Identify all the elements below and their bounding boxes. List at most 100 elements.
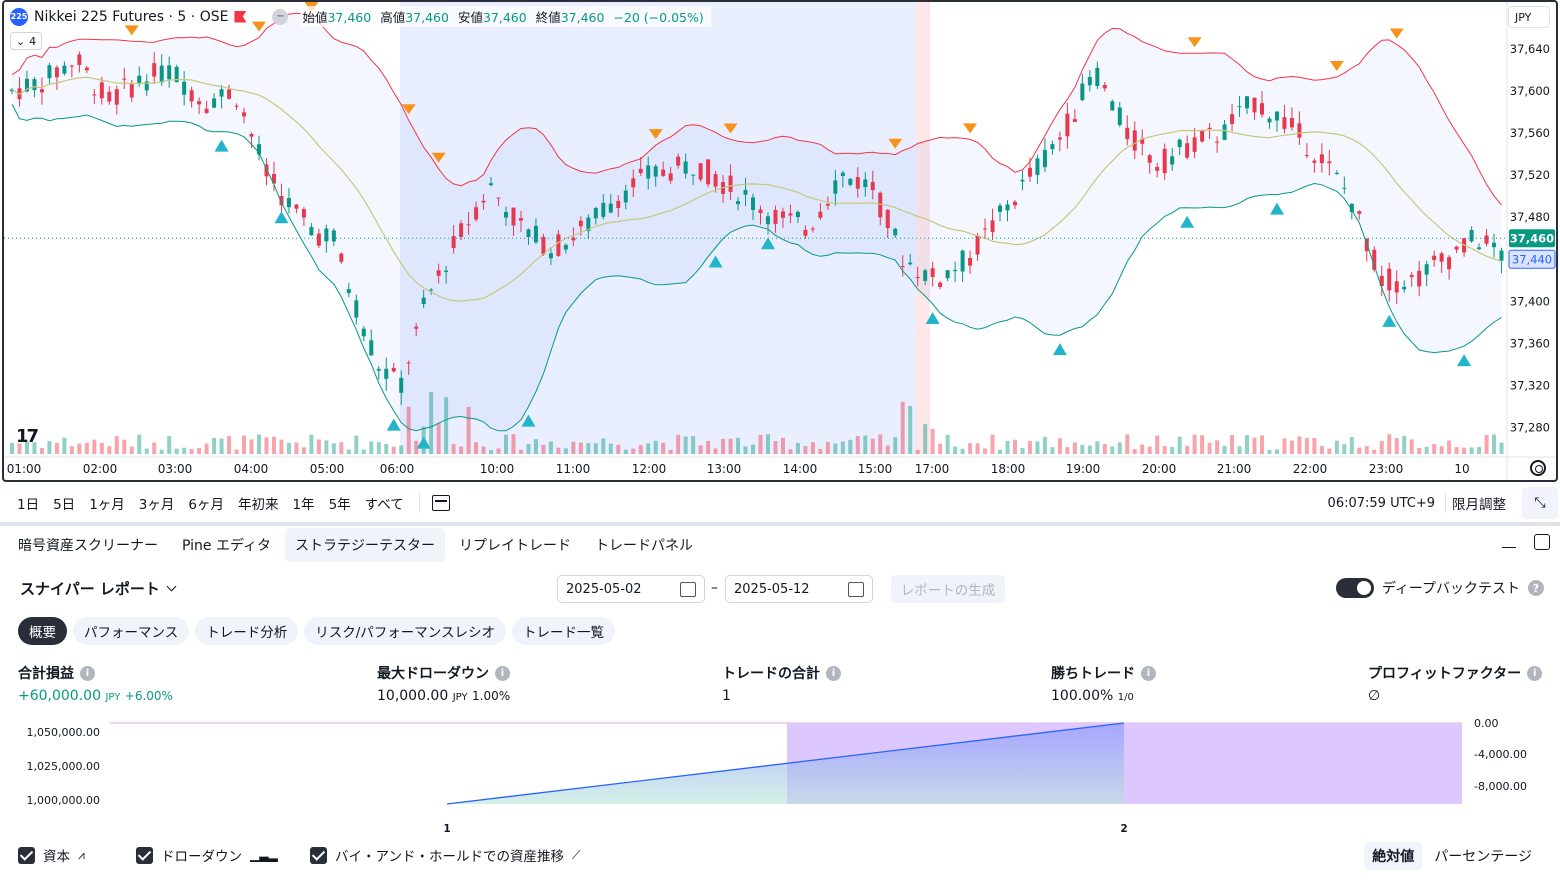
timeframe-1[interactable]: 5日: [53, 497, 76, 513]
clock[interactable]: 06:07:59 UTC+9: [1327, 495, 1435, 511]
absolute-button[interactable]: 絶対値: [1364, 842, 1423, 870]
maximize-icon[interactable]: [1534, 534, 1550, 550]
deep-backtest-toggle[interactable]: [1335, 578, 1374, 598]
panel-tab-2[interactable]: ストラテジーテスター: [284, 528, 445, 562]
equity-chart[interactable]: 1,050,000.00 1,025,000.00 1,000,000.00 0.00…: [0, 712, 1560, 838]
timeframe-0[interactable]: 1日: [17, 497, 40, 513]
calendar-icon[interactable]: [431, 495, 450, 511]
volume-bar: [713, 448, 718, 454]
trend-line-icon: ⟋: [571, 847, 581, 862]
candle-body: [361, 328, 366, 337]
checkbox-drawdown[interactable]: ドローダウン ▁▃▂: [136, 845, 278, 865]
checkbox-icon[interactable]: [310, 846, 327, 864]
candle-body: [908, 262, 913, 265]
currency-button[interactable]: JPY: [1508, 6, 1550, 28]
candle-body: [1147, 155, 1152, 163]
panel-tab-0[interactable]: 暗号資産スクリーナー: [18, 538, 158, 554]
volume-bar: [1274, 449, 1279, 454]
timeframe-6[interactable]: 1年: [292, 497, 315, 513]
checkbox-buy-hold[interactable]: バイ・アンド・ホールドでの資産推移 ⟋: [310, 845, 580, 865]
buy-signal-icon: [274, 211, 289, 224]
candle-body: [129, 84, 134, 98]
candle-body: [608, 203, 613, 213]
info-icon[interactable]: i: [495, 665, 510, 681]
checkbox-icon[interactable]: [136, 846, 153, 864]
candle-body: [189, 90, 194, 102]
info-icon[interactable]: i: [1141, 665, 1156, 681]
info-icon[interactable]: i: [826, 665, 841, 681]
volume-bar: [54, 442, 59, 454]
generate-report-button[interactable]: レポートの生成: [891, 575, 1005, 603]
help-icon[interactable]: ?: [1528, 580, 1544, 596]
volume-bar: [983, 448, 988, 454]
timeframe-3[interactable]: 3ヶ月: [138, 497, 175, 513]
volume-bar: [736, 437, 741, 454]
calendar-icon[interactable]: [848, 582, 864, 597]
tradingview-logo-icon[interactable]: 17: [16, 426, 39, 447]
panel-tab-4[interactable]: トレードパネル: [594, 538, 693, 554]
buy-signal-icon: [708, 255, 723, 268]
sub-tab-3[interactable]: リスク/パフォーマンスレシオ: [304, 617, 507, 645]
sub-tab-1[interactable]: パフォーマンス: [73, 617, 190, 645]
timeframe-right: 06:07:59 UTC+9 限月調整 ⤡: [1328, 484, 1560, 522]
candle-body: [1297, 123, 1302, 138]
date-from-field[interactable]: 2025-05-02: [557, 575, 705, 603]
candle-body: [1469, 230, 1474, 242]
checkbox-equity[interactable]: 資本 ⩘: [18, 845, 85, 865]
timeframe-5[interactable]: 年初来: [237, 497, 279, 513]
candle-body: [1237, 106, 1242, 108]
timeframe-list: 1日 5日 1ヶ月 3ヶ月 6ヶ月 年初来 1年 5年 すべて: [10, 493, 411, 513]
gear-icon[interactable]: [1530, 460, 1546, 476]
sub-tab-2[interactable]: トレード分析: [195, 617, 299, 645]
volume-bar: [706, 440, 711, 454]
minus-circle-icon[interactable]: −: [272, 8, 289, 25]
volume-bar: [511, 434, 516, 454]
volume-bar: [870, 438, 875, 454]
panel-divider[interactable]: [0, 522, 1560, 526]
volume-bar: [975, 443, 980, 454]
sub-tab-4[interactable]: トレード一覧: [512, 617, 616, 645]
volume-bar: [324, 440, 329, 454]
candle-body: [474, 207, 479, 220]
volume-bar: [301, 447, 306, 454]
candle-body: [1387, 268, 1392, 291]
timeframe-2[interactable]: 1ヶ月: [89, 497, 125, 513]
date-to-field[interactable]: 2025-05-12: [725, 575, 873, 603]
adjust-button[interactable]: 限月調整: [1445, 493, 1512, 513]
candle-body: [339, 253, 344, 262]
percentage-button[interactable]: パーセンテージ: [1434, 849, 1532, 865]
volume-bar: [1492, 434, 1497, 454]
timeframe-8[interactable]: すべて: [364, 497, 404, 513]
candle-body: [1185, 143, 1190, 158]
flag-icon[interactable]: [234, 10, 247, 23]
panel-tab-1[interactable]: Pine エディタ: [182, 538, 271, 554]
time-tick: 05:00: [310, 462, 345, 476]
report-title[interactable]: スナイパー レポート: [20, 578, 177, 599]
candle-body: [32, 79, 37, 91]
panel-tab-3[interactable]: リプレイトレード: [458, 538, 571, 554]
timeframe-4[interactable]: 6ヶ月: [188, 497, 224, 513]
volume-bar: [923, 424, 928, 454]
volume-bar: [765, 434, 770, 454]
symbol-title[interactable]: Nikkei 225 Futures · 5 · OSE: [34, 8, 229, 25]
sub-tab-0[interactable]: 概要: [18, 617, 67, 645]
candle-body: [1432, 255, 1437, 261]
indicator-collapse-button[interactable]: ⌄ 4: [10, 32, 42, 50]
candle-body: [765, 216, 770, 225]
checkbox-icon[interactable]: [18, 846, 35, 864]
candle-body: [376, 368, 381, 371]
candle-body: [197, 101, 202, 105]
chart-legend: 225 Nikkei 225 Futures · 5 · OSE − 始値37,…: [10, 6, 711, 27]
minimize-icon[interactable]: [1502, 534, 1516, 548]
chart-pane[interactable]: 37,640 37,600 37,560 37,520 37,480 37,440 37,4…: [2, 0, 1558, 482]
time-tick: 06:00: [380, 462, 415, 476]
time-tick: 19:00: [1066, 462, 1101, 476]
price-chart[interactable]: 37,640 37,600 37,560 37,520 37,480 37,440 37,4…: [4, 2, 1556, 480]
calendar-icon[interactable]: [680, 582, 696, 597]
buy-signal-icon: [760, 237, 775, 250]
info-icon[interactable]: i: [80, 665, 95, 681]
timeframe-7[interactable]: 5年: [328, 497, 351, 513]
candle-body: [316, 233, 321, 246]
info-icon[interactable]: i: [1527, 665, 1543, 681]
expand-icon[interactable]: ⤡: [1522, 487, 1558, 519]
